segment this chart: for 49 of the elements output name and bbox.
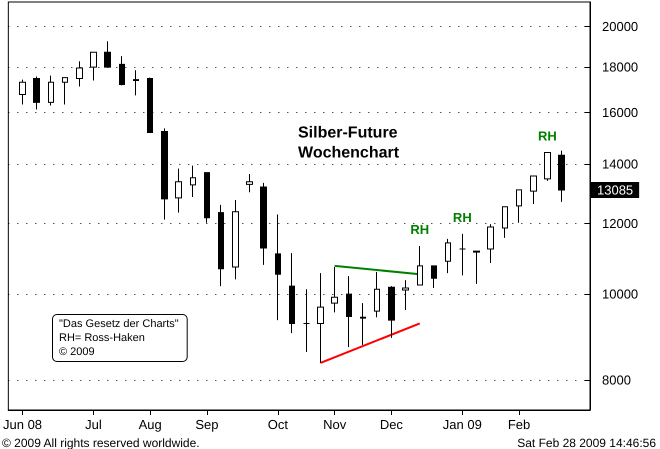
x-tick-label: Oct	[268, 417, 288, 432]
candlestick	[445, 238, 451, 274]
candlestick	[317, 272, 324, 364]
y-tick-label: 14000	[602, 156, 638, 172]
candlestick	[516, 189, 522, 224]
candlestick	[232, 200, 239, 280]
text: Sat Feb 28 2009 14:46:56	[517, 436, 656, 449]
x-tick-label: Nov	[323, 417, 347, 432]
candlestick	[459, 233, 466, 276]
y-tick-label: 10000	[602, 286, 638, 302]
y-tick-label: 8000	[602, 372, 631, 388]
candlestick	[431, 265, 437, 289]
annotation: RH	[410, 222, 430, 237]
x-tick-label: Dec	[380, 417, 404, 432]
candlestick	[133, 70, 139, 96]
candlestick	[374, 272, 380, 318]
candlestick	[19, 79, 26, 106]
y-tick-label: 18000	[602, 59, 638, 74]
candlestick	[487, 224, 494, 264]
candlestick	[346, 276, 352, 348]
candlestick	[62, 77, 68, 106]
candlestick	[175, 168, 182, 214]
annotation: "Das Gesetz der Charts" RH= Ross-Haken © 2009	[59, 318, 179, 358]
x-tick-label: Jul	[85, 417, 102, 432]
candlestick	[260, 182, 267, 266]
x-tick-label: Jan 09	[442, 417, 482, 432]
candlestick	[48, 75, 54, 106]
annotation: RH	[452, 210, 472, 225]
candlestick	[417, 245, 423, 286]
y-tick-label: 12000	[602, 216, 638, 231]
text: Silber-Future	[298, 124, 398, 142]
candlestick	[502, 206, 508, 238]
candlestick	[473, 250, 480, 284]
annotation: RH	[538, 128, 557, 144]
candlestick	[33, 76, 40, 110]
text: 13085	[597, 182, 634, 198]
x-tick-label: Feb	[508, 417, 530, 432]
candlestick	[190, 165, 196, 198]
y-tick-label: 20000	[602, 18, 638, 34]
candlestick	[530, 175, 537, 204]
x-tick-label: Jun 08	[2, 417, 42, 432]
text: Wochenchart	[298, 144, 400, 162]
candlestick	[544, 152, 551, 182]
candlestick	[360, 302, 366, 346]
candlestick	[161, 128, 168, 220]
y-tick-label: 16000	[602, 104, 638, 120]
x-tick-label: Aug	[138, 417, 162, 432]
candlestick	[246, 174, 253, 193]
x-tick-label: Sep	[195, 417, 219, 432]
